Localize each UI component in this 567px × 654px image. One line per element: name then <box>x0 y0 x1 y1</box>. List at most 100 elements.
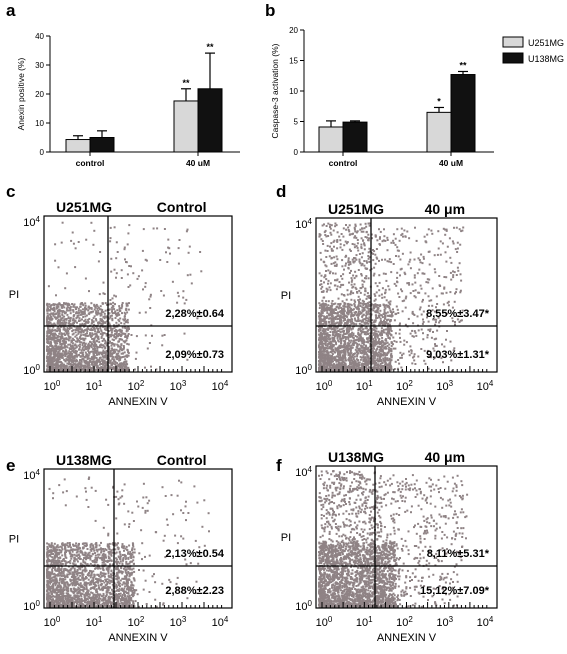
dot <box>124 363 127 366</box>
dot <box>61 313 64 316</box>
dot <box>99 363 102 365</box>
dot <box>358 310 361 313</box>
dot <box>345 323 348 326</box>
dot <box>115 331 118 334</box>
dot <box>354 257 357 260</box>
dot <box>79 319 82 322</box>
panel-letter: c <box>6 182 15 201</box>
dot <box>61 304 64 307</box>
dot <box>321 336 324 339</box>
dot <box>364 347 367 350</box>
dot <box>329 245 331 248</box>
dot <box>335 288 338 291</box>
dot <box>141 249 144 252</box>
dot <box>104 368 106 371</box>
dot <box>98 331 100 334</box>
dot <box>460 230 463 233</box>
dot <box>84 343 87 346</box>
dot <box>99 314 102 317</box>
dot <box>361 350 364 353</box>
dot <box>362 360 365 363</box>
dot <box>326 364 329 367</box>
dot <box>354 223 357 226</box>
dot <box>344 340 347 343</box>
dot <box>322 363 325 366</box>
dot <box>371 362 373 365</box>
dot <box>353 366 356 369</box>
dot <box>98 358 101 361</box>
dot <box>326 307 329 310</box>
dot <box>383 235 386 238</box>
dot <box>378 294 381 297</box>
dot <box>337 367 340 370</box>
dot <box>430 299 433 302</box>
dot <box>120 307 123 310</box>
dot <box>87 334 90 337</box>
dot <box>359 312 362 315</box>
dot <box>340 275 342 278</box>
dot <box>319 358 322 361</box>
dot <box>327 222 330 225</box>
dot <box>362 364 365 367</box>
dot <box>338 310 341 313</box>
dot <box>383 313 386 316</box>
dot <box>409 251 412 254</box>
dot <box>171 280 174 283</box>
dot <box>69 312 72 315</box>
dot <box>368 339 371 342</box>
dot <box>382 357 385 360</box>
dot <box>341 349 344 352</box>
dot <box>353 339 356 342</box>
dot <box>46 330 49 333</box>
dot <box>389 320 391 323</box>
dot <box>127 334 129 337</box>
dot <box>376 317 379 319</box>
dot <box>80 311 83 314</box>
dot <box>381 240 384 243</box>
dot <box>320 304 323 307</box>
dot <box>337 346 339 349</box>
dot <box>55 354 57 357</box>
dot <box>346 293 349 296</box>
dot <box>385 279 388 282</box>
dot <box>353 353 355 355</box>
dot <box>337 359 340 362</box>
dot <box>99 317 102 320</box>
dot <box>78 345 81 348</box>
dot <box>324 234 327 236</box>
dot <box>109 226 112 229</box>
dot <box>366 341 369 343</box>
dot <box>350 359 353 362</box>
dot <box>114 310 117 313</box>
dot <box>348 363 351 366</box>
dot <box>57 305 60 308</box>
dot <box>372 338 375 340</box>
dot <box>56 311 59 314</box>
dot <box>408 350 410 353</box>
dot <box>126 329 129 332</box>
dot <box>326 345 329 348</box>
dot <box>453 226 455 229</box>
dot <box>422 257 425 260</box>
dot <box>323 342 325 345</box>
dot <box>320 305 323 308</box>
dot <box>89 333 91 336</box>
dot <box>78 362 81 365</box>
dot <box>348 358 351 361</box>
dot <box>386 345 389 347</box>
dot <box>349 327 352 330</box>
dot <box>399 274 401 277</box>
dot <box>324 340 327 343</box>
dot <box>120 329 123 332</box>
dot <box>92 243 95 246</box>
dot <box>339 302 342 305</box>
dot <box>359 298 361 301</box>
dot <box>324 342 327 345</box>
dot <box>84 304 87 307</box>
dot <box>126 318 129 321</box>
dot <box>74 247 77 250</box>
dot <box>330 242 333 245</box>
dot <box>63 358 66 361</box>
dot <box>63 370 66 372</box>
